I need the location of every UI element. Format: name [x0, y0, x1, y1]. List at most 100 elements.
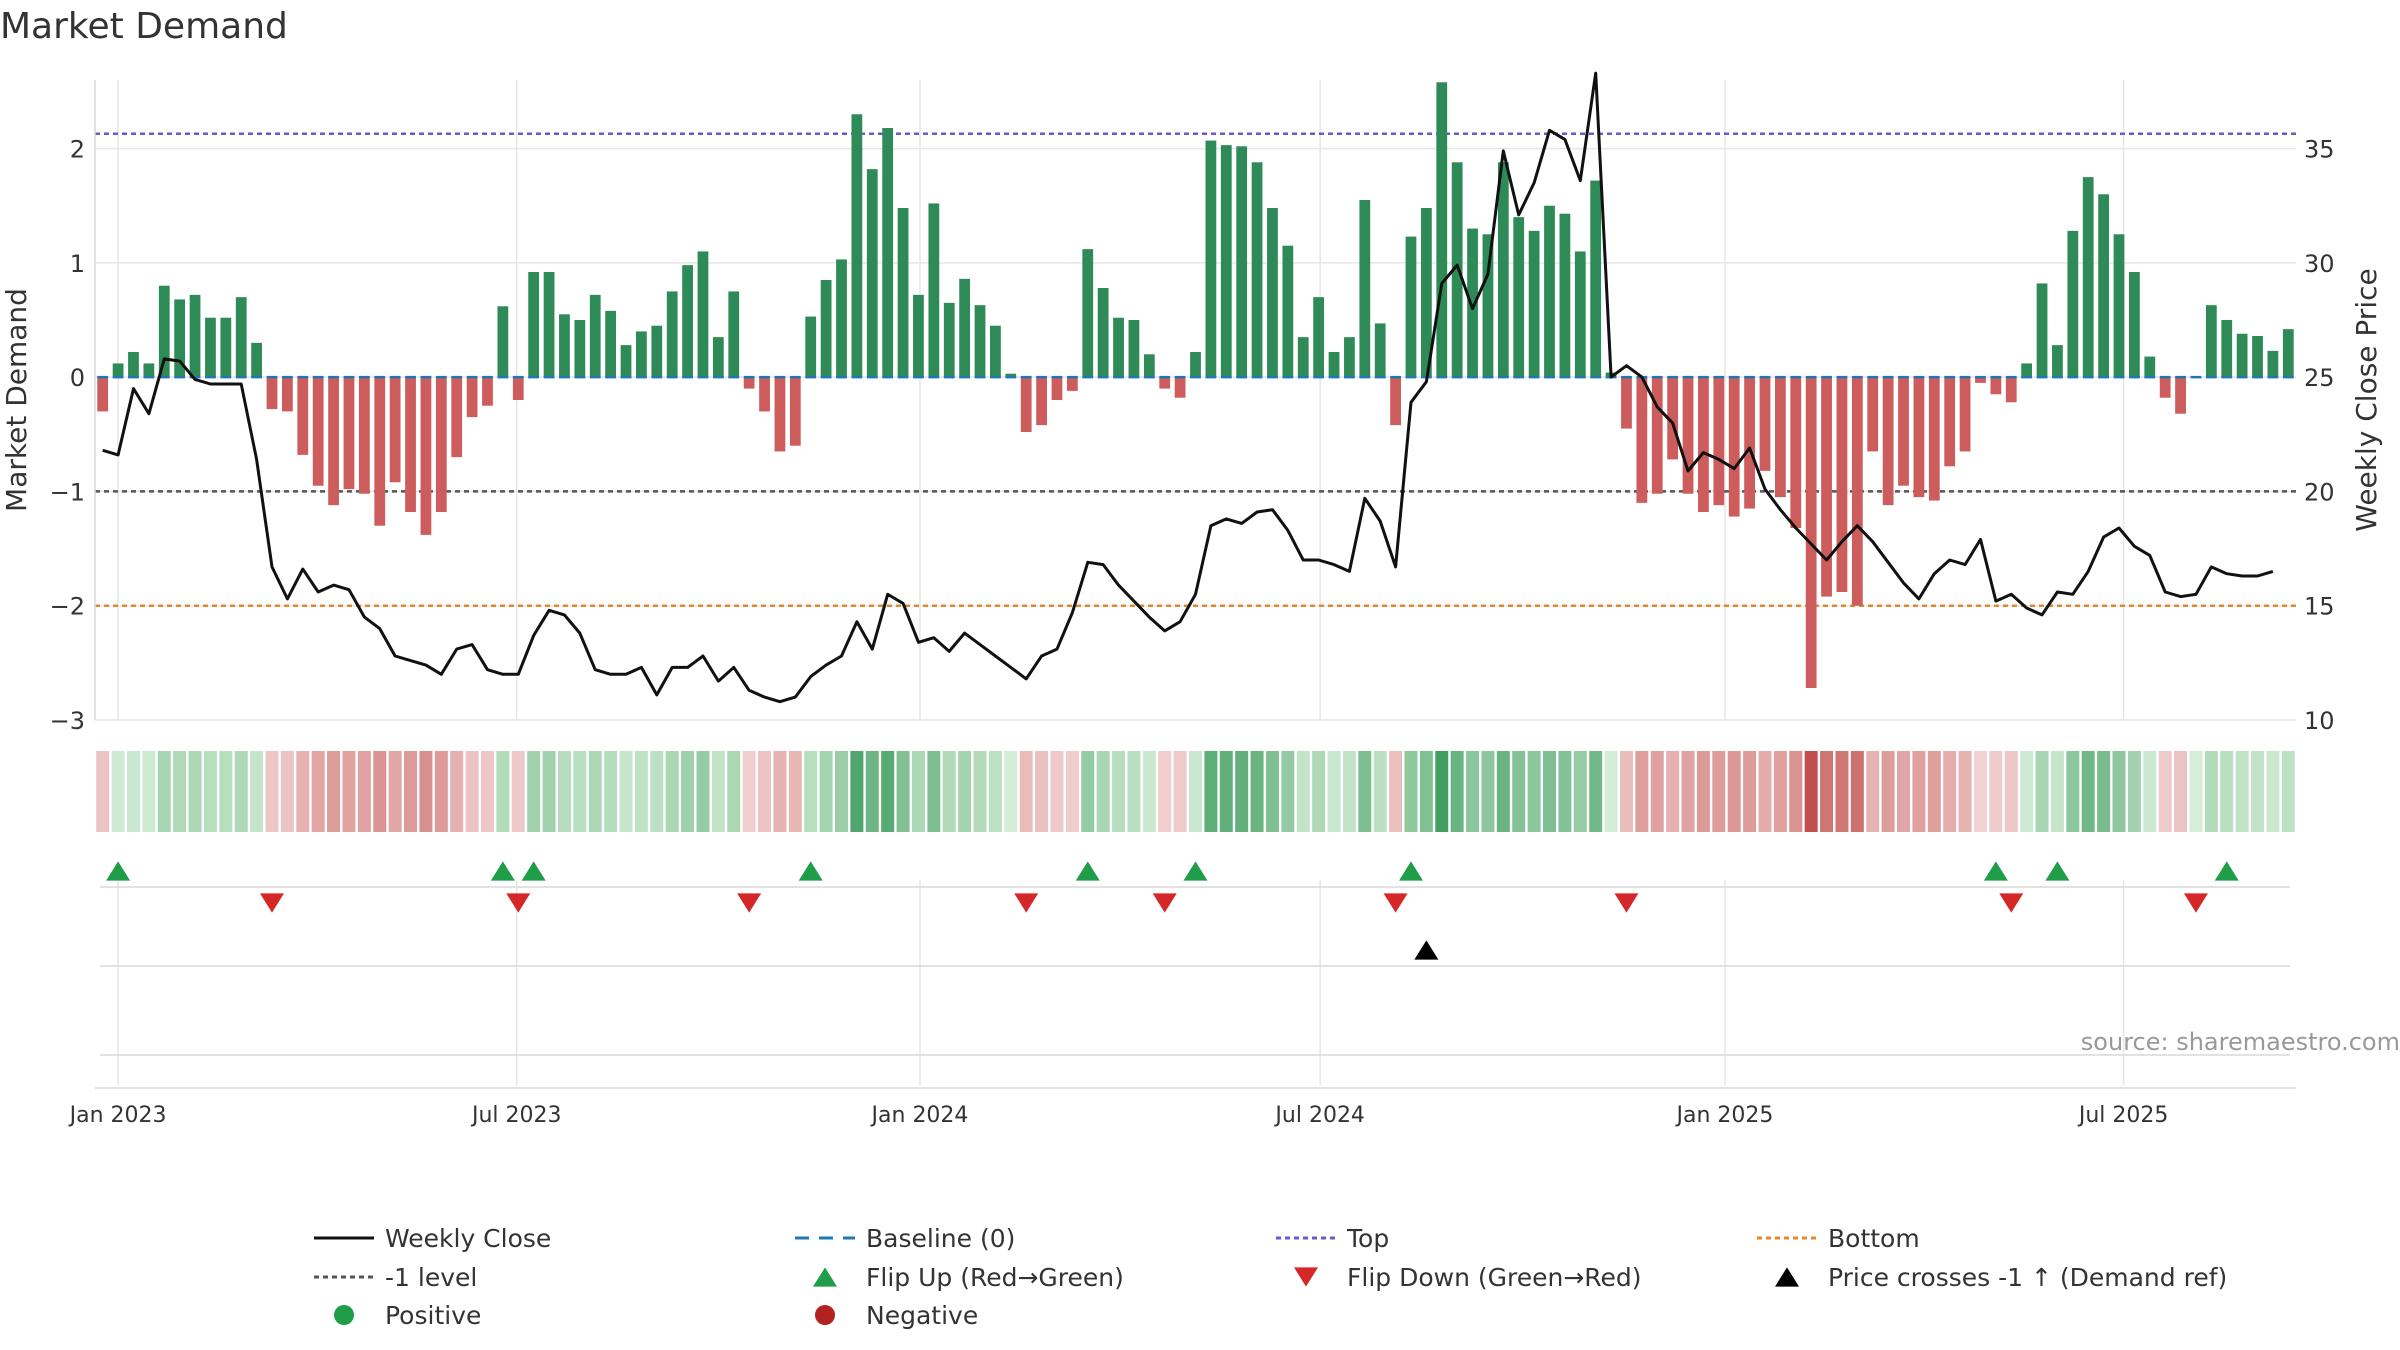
heat-cell [773, 751, 787, 832]
heat-cell [126, 751, 140, 832]
demand-bar [1190, 352, 1201, 378]
heat-cell [1619, 751, 1633, 832]
demand-bar [1713, 377, 1725, 506]
demand-bar [374, 377, 386, 526]
legend-label: Baseline (0) [866, 1224, 1015, 1253]
demand-bar [1544, 205, 1555, 378]
heat-cell [1558, 751, 1572, 832]
heat-cell [1265, 751, 1279, 832]
legend-label: Top [1346, 1224, 1389, 1253]
flip-up-marker [106, 861, 131, 881]
heat-cell [142, 751, 156, 832]
demand-bar [1359, 200, 1371, 378]
demand-bar [266, 377, 278, 410]
demand-bar [805, 316, 817, 378]
legend-item: Flip Up (Red→Green) [813, 1263, 1124, 1292]
demand-bar [1020, 377, 1032, 432]
heat-cell [1835, 751, 1849, 832]
demand-bar [697, 251, 709, 378]
demand-bar [343, 377, 355, 490]
demand-bar [1420, 208, 1432, 378]
y-tick-left-label: −3 [50, 707, 85, 735]
heat-cell [696, 751, 710, 832]
demand-bar [1913, 377, 1925, 498]
demand-bar [128, 352, 139, 378]
heat-cell [1712, 751, 1726, 832]
heat-cell [1989, 751, 2003, 832]
heat-cell [1727, 751, 1741, 832]
weekly-close-line [102, 71, 2274, 704]
demand-bar [2113, 234, 2125, 378]
demand-bar [1328, 352, 1340, 378]
heat-cell [327, 751, 341, 832]
legend-label: Flip Up (Red→Green) [866, 1263, 1124, 1292]
heat-cell [188, 751, 202, 832]
demand-bar [1790, 377, 1802, 528]
demand-bar [1451, 162, 1463, 378]
demand-bar [2052, 345, 2063, 378]
flip-up-marker [1075, 861, 1100, 881]
demand-bar [1036, 377, 1047, 426]
demand-bar [143, 363, 155, 378]
demand-bar [866, 169, 878, 378]
heat-cell [2251, 751, 2265, 832]
heat-cell [1696, 751, 1710, 832]
heat-cell [834, 751, 848, 832]
heat-cell [911, 751, 925, 832]
legend-label: Price crosses -1 ↑ (Demand ref) [1828, 1263, 2227, 1292]
x-tick-label: Jul 2025 [2077, 1103, 2169, 1128]
heat-cell [2035, 751, 2049, 832]
demand-bars [97, 82, 2294, 688]
heat-cell [1666, 751, 1680, 832]
demand-bar [1374, 323, 1386, 378]
demand-bar [1574, 251, 1586, 378]
flip-up-marker [2045, 861, 2070, 881]
demand-bar [990, 325, 1001, 378]
heat-cell [2189, 751, 2203, 832]
demand-bar [312, 377, 324, 486]
demand-bar [974, 305, 986, 378]
heat-cell [927, 751, 941, 832]
demand-bar [605, 310, 617, 378]
heat-cell [419, 751, 433, 832]
demand-bar [451, 377, 463, 458]
heat-cell [1050, 751, 1064, 832]
reference-lines [95, 132, 2296, 607]
legend-label: Positive [385, 1301, 481, 1330]
demand-bar [1821, 377, 1832, 597]
heat-cell [296, 751, 310, 832]
demand-bar [112, 363, 124, 378]
heat-cell [1096, 751, 1110, 832]
heat-cell [896, 751, 910, 832]
demand-bar [235, 297, 247, 378]
legend-item: Flip Down (Green→Red) [1294, 1263, 1642, 1292]
heat-cell [1589, 751, 1603, 832]
demand-bar [1513, 217, 1525, 378]
heat-cell [434, 751, 448, 832]
x-tick-label: Jan 2023 [68, 1103, 167, 1128]
legend-label: Weekly Close [385, 1224, 551, 1253]
demand-bar [913, 294, 924, 378]
heat-cell [203, 751, 217, 832]
heat-cell [1681, 751, 1695, 832]
demand-bar [2036, 283, 2048, 378]
heat-cell [465, 751, 479, 832]
heat-cell [1897, 751, 1911, 832]
legend-swatch [1294, 1267, 1318, 1287]
heat-cell [1650, 751, 1664, 832]
legend-item: Top [1276, 1224, 1389, 1253]
demand-bar [682, 265, 693, 378]
demand-bar [2021, 363, 2033, 378]
x-tick-label: Jan 2025 [1675, 1103, 1774, 1128]
demand-bar [2205, 305, 2217, 378]
heat-cell [1358, 751, 1372, 832]
demand-bar [1590, 180, 1602, 378]
flip-down-marker [260, 893, 285, 913]
legend-item: Baseline (0) [795, 1224, 1015, 1253]
demand-bar [205, 317, 216, 378]
heat-cell [1973, 751, 1987, 832]
flip-down-marker [1152, 893, 1177, 913]
demand-bar [1005, 373, 1017, 378]
demand-bar [1836, 377, 1848, 592]
demand-bar [1159, 377, 1171, 389]
